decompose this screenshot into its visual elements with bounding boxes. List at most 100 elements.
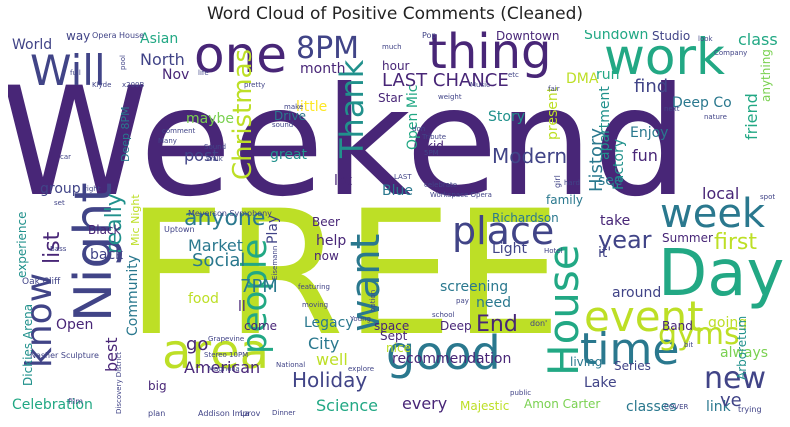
word-post: post xyxy=(184,146,219,165)
word-apartment: apartment xyxy=(597,86,613,160)
word-local: local xyxy=(702,184,740,203)
word-nov: Nov xyxy=(162,67,190,83)
word-7pm: 7PM xyxy=(240,276,278,297)
word-day: Day xyxy=(658,237,783,311)
word-enjoy: Enjoy xyxy=(630,125,669,141)
word-time: time xyxy=(580,324,680,375)
word-friend: friend xyxy=(742,93,761,140)
word-always: always xyxy=(720,345,769,361)
word-blue: Blue xyxy=(382,183,413,199)
word-amon-carter: Amon Carter xyxy=(524,397,601,411)
word-maybe: maybe xyxy=(186,111,235,127)
word-discovery: Discovery District xyxy=(115,352,123,414)
word-etc: etc xyxy=(508,71,519,79)
word-explore: explore xyxy=(348,365,375,373)
word-run: run xyxy=(596,67,620,83)
word-pay: pay xyxy=(456,297,469,305)
word-food: food xyxy=(188,291,219,307)
word-public: public xyxy=(510,389,532,397)
word-klyde: Klyde xyxy=(92,81,112,89)
word-thing: thing xyxy=(428,30,552,80)
word-month: month xyxy=(300,61,346,77)
word-come: come xyxy=(244,319,278,333)
word-next: next xyxy=(664,105,680,113)
word-series: Series xyxy=(614,359,651,373)
word-deep: Deep xyxy=(440,319,472,333)
chart-title: Word Cloud of Positive Comments (Cleaned… xyxy=(206,4,584,24)
word-lake: Lake xyxy=(584,375,617,391)
word-week: week xyxy=(660,191,766,237)
word-comment: comment xyxy=(162,127,196,135)
word-fair: fair xyxy=(548,85,560,93)
word-dma: DMA xyxy=(566,71,599,87)
word-help: help xyxy=(316,233,347,249)
word-school: school xyxy=(432,311,455,319)
word-dickies-arena: Dickies Arena xyxy=(21,303,35,386)
word-much: much xyxy=(382,43,402,51)
word-uptown: Uptown xyxy=(164,225,195,234)
word-meyerson: Meyerson Symphony xyxy=(188,209,272,218)
word-modern: Modern xyxy=(492,144,568,168)
word-beer: Beer xyxy=(312,215,340,229)
word-light: Light xyxy=(492,241,527,257)
word-ll: ll xyxy=(238,299,246,315)
word-deep-8pm: Deep 8PM xyxy=(119,106,132,162)
word-stereo: Stereo 10PM xyxy=(204,351,249,359)
word-big: big xyxy=(148,379,167,393)
word-celebration: Celebration xyxy=(12,397,93,413)
word-anything: anything xyxy=(759,49,773,102)
word-class: class xyxy=(738,30,778,49)
word-spot: spot xyxy=(760,193,776,201)
word-free: FREE xyxy=(126,173,562,374)
word-great: great xyxy=(270,147,308,163)
word-deep-co: Deep Co xyxy=(672,95,732,111)
word-living: living xyxy=(570,355,603,369)
word-trying: trying xyxy=(738,405,762,414)
word-last-chance: LAST CHANCE xyxy=(382,70,509,91)
word-don: don xyxy=(412,125,426,133)
word-hotel: Hotel xyxy=(544,247,563,255)
word-sound-lc: sound xyxy=(272,121,294,129)
word-x200b: x200B xyxy=(122,81,145,89)
word-science: Science xyxy=(316,396,379,415)
word-summer: Summer xyxy=(662,231,713,245)
word-take: take xyxy=(600,213,631,229)
word-plan: plan xyxy=(148,409,166,418)
word-company: Company xyxy=(714,49,748,57)
word-don-apos: don' xyxy=(530,319,548,328)
word-recommendation: recommendation xyxy=(392,351,512,367)
word-story: Story xyxy=(488,109,525,125)
word-look: look xyxy=(698,35,713,43)
word-present: present xyxy=(545,86,561,140)
word-need: need xyxy=(476,295,511,311)
word-bit: bit xyxy=(684,341,694,349)
word-black: Black xyxy=(88,223,121,237)
word-national: National xyxy=(276,361,306,369)
word-pool: pool xyxy=(119,55,127,70)
word-nasher: Nasher Sculpture xyxy=(30,351,99,360)
word-asian: Asian xyxy=(140,31,179,47)
word-world: World xyxy=(12,37,53,53)
word-majestic: Majestic xyxy=(460,399,510,413)
word-magnolia: Magnolia xyxy=(208,365,240,373)
word-event: event xyxy=(584,292,704,341)
word-will: Will xyxy=(30,46,106,95)
word-going: going xyxy=(708,315,748,331)
word-weight: weight xyxy=(438,93,462,101)
word-right: right xyxy=(84,185,101,193)
word-ve: ve xyxy=(720,390,742,411)
word-set: set xyxy=(54,199,65,207)
word-place: place xyxy=(452,209,555,253)
word-walk: Walk xyxy=(206,155,223,163)
word-workspace: Workspace Opera xyxy=(430,191,492,199)
word-nature: nature xyxy=(704,113,727,121)
word-arboretum: Arboretum xyxy=(735,315,749,380)
word-car: car xyxy=(60,153,72,161)
word-area: area xyxy=(162,324,270,380)
word-young: Young xyxy=(350,315,371,323)
word-pretty: pretty xyxy=(244,81,266,89)
word-featuring: featuring xyxy=(298,283,330,291)
word-downtown: Downtown xyxy=(496,30,560,43)
word-5pm: 5PM xyxy=(424,149,439,157)
word-social: Social xyxy=(192,250,246,271)
